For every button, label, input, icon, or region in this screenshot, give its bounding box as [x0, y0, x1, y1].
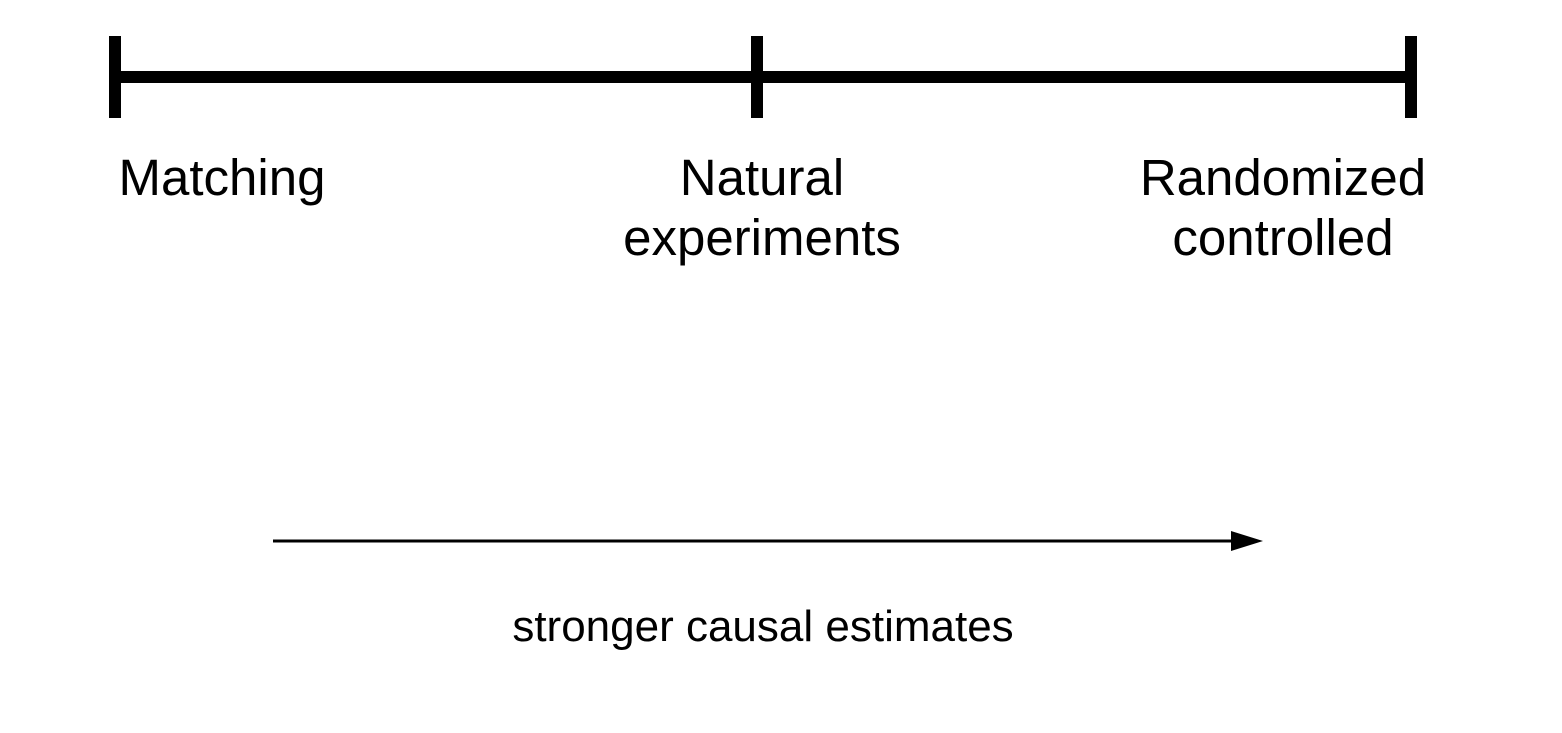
label-text-line2: controlled — [1172, 209, 1393, 266]
arrow-caption: stronger causal estimates — [363, 602, 1163, 652]
spectrum-tick-right — [1405, 36, 1417, 118]
arrow-caption-text: stronger causal estimates — [512, 602, 1013, 651]
spectrum-tick-left — [109, 36, 121, 118]
label-text-line1: Randomized — [1140, 149, 1426, 206]
spectrum-label-matching: Matching — [22, 148, 422, 208]
spectrum-label-randomized-controlled-experiments: Randomized controlled — [1083, 148, 1483, 268]
spectrum-horizontal-line — [115, 71, 1411, 83]
stronger-arrow — [273, 525, 1263, 557]
arrow-svg — [273, 525, 1263, 557]
label-text: Matching — [119, 149, 326, 206]
causal-spectrum-diagram: Matching Natural experiments Randomized … — [0, 0, 1562, 733]
label-text-line2: experiments — [623, 209, 901, 266]
label-text-line1: Natural — [680, 149, 844, 206]
spectrum-label-natural-experiments: Natural experiments — [562, 148, 962, 268]
arrow-head-icon — [1231, 531, 1263, 551]
spectrum-tick-middle — [751, 36, 763, 118]
